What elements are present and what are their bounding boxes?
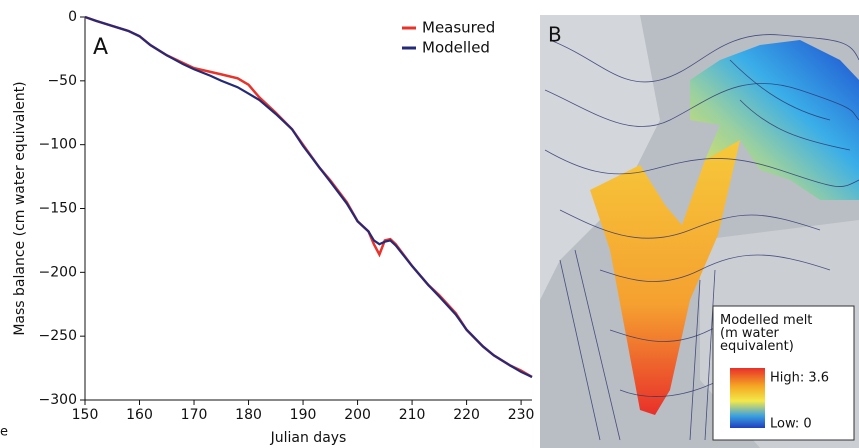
color-ramp — [730, 368, 765, 428]
panel-label: A — [93, 35, 108, 60]
low-label: Low: 0 — [770, 417, 812, 432]
x-tick-label: 180 — [235, 407, 262, 423]
x-tick-label: 210 — [399, 407, 426, 423]
glacier-tongue — [590, 140, 740, 415]
legend-label: Measured — [422, 19, 495, 37]
high-label: High: 3.6 — [770, 371, 829, 386]
x-tick-label: 150 — [72, 407, 99, 423]
map-panel: B Modelled melt (m water equivalent) High:… — [540, 15, 859, 448]
x-tick-label: 200 — [344, 407, 371, 423]
series-line — [84, 15, 533, 379]
y-tick-label: −300 — [39, 392, 77, 408]
contours — [544, 34, 859, 441]
legend-label: Modelled — [422, 39, 490, 57]
series-line — [84, 15, 533, 378]
y-tick-label: −100 — [39, 137, 77, 153]
y-axis-label: Mass balance (cm water equivalent) — [12, 81, 28, 335]
y-tick-label: −250 — [39, 328, 77, 344]
y-tick-label: −200 — [39, 264, 77, 280]
snow — [540, 15, 660, 300]
y-tick-label: −50 — [47, 73, 77, 89]
y-tick-label: −150 — [39, 201, 77, 217]
panel-label: B — [548, 23, 562, 47]
glacier-upper — [690, 40, 859, 200]
x-tick-label: 190 — [290, 407, 317, 423]
x-tick-label: 160 — [126, 407, 153, 423]
x-tick-label: 230 — [508, 407, 535, 423]
map-legend-title: Modelled melt (m water equivalent) — [720, 313, 812, 354]
x-tick-label: 170 — [181, 407, 208, 423]
y-tick-label: 0 — [68, 9, 77, 25]
x-axis-label: Julian days — [270, 430, 347, 446]
x-tick-label: 220 — [453, 407, 480, 423]
caption-fragment: e — [0, 425, 8, 440]
